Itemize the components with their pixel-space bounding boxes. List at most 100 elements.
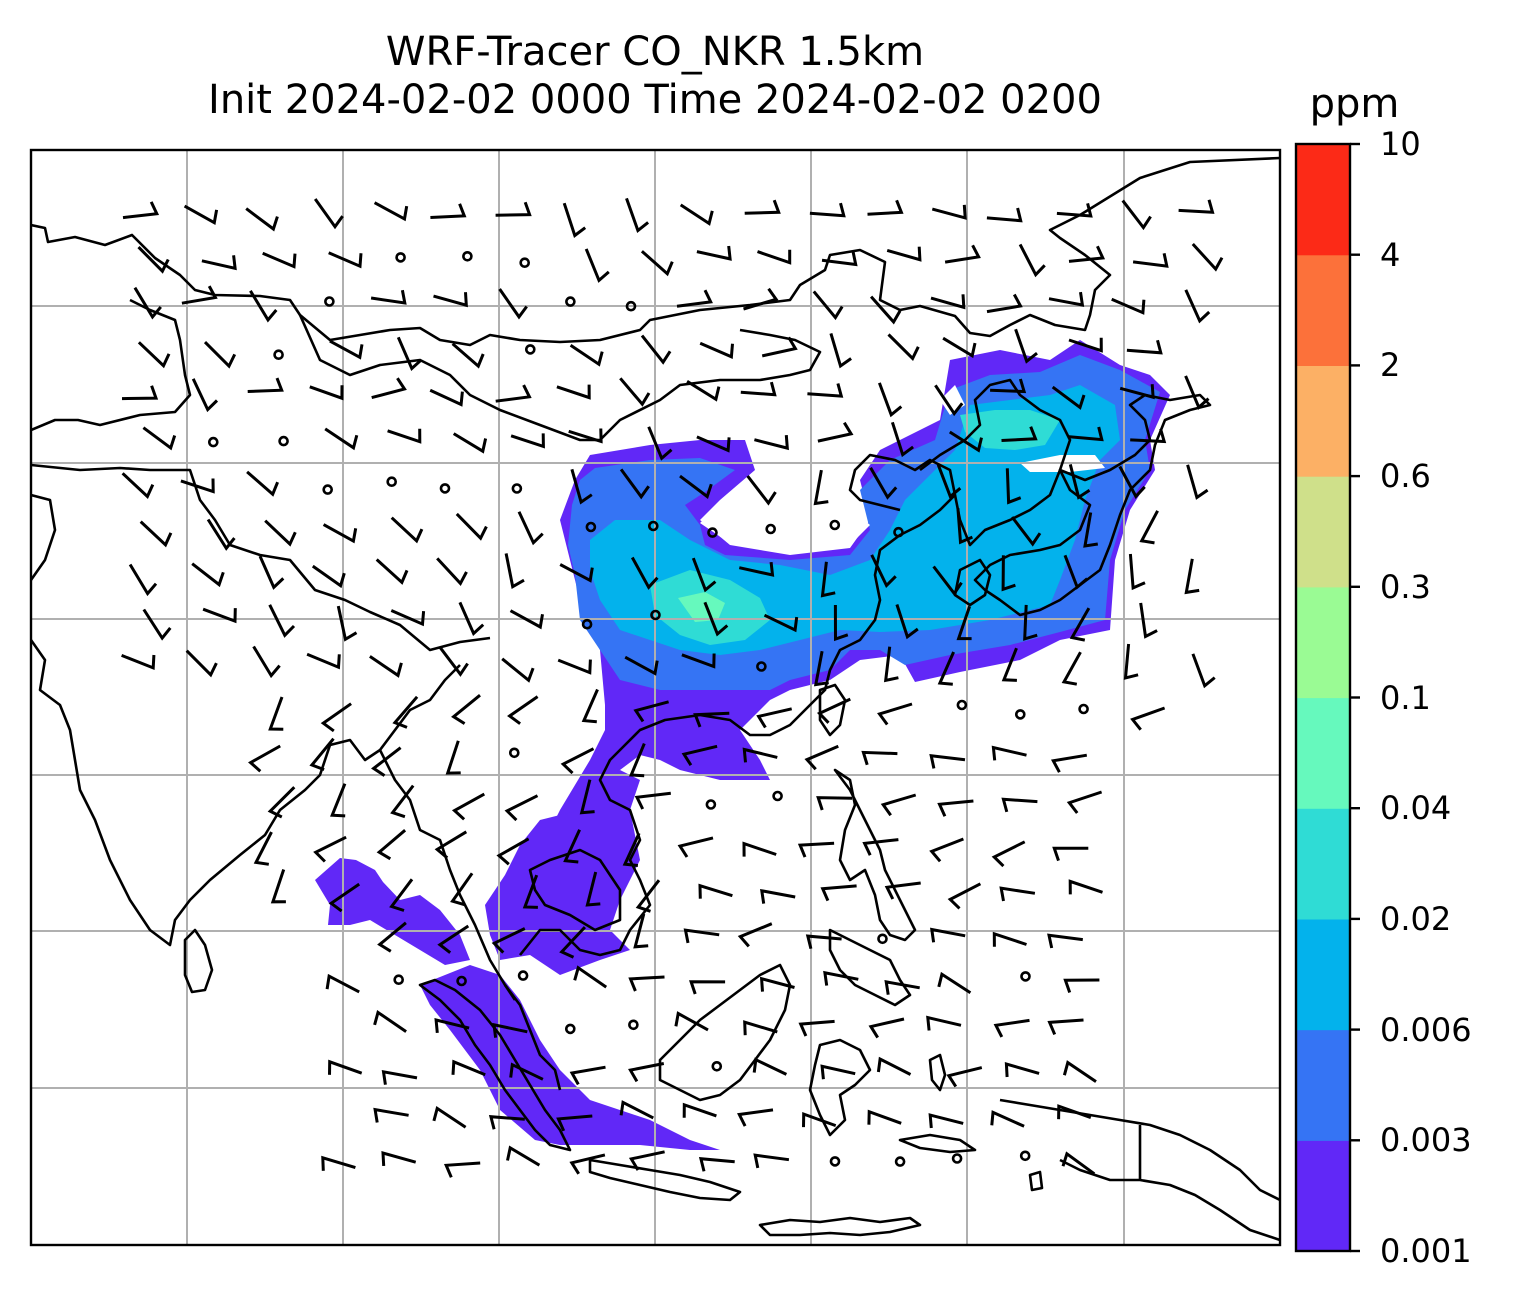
calm-wind-circle — [756, 661, 767, 672]
wind-barbs — [121, 197, 1224, 1178]
coast-sulawesi — [808, 1038, 872, 1137]
wind-barb — [142, 426, 177, 451]
wind-barb — [245, 207, 279, 232]
wind-barb — [635, 879, 661, 913]
colorbar-tick-label: 0.006 — [1380, 1010, 1472, 1049]
wind-barb — [509, 609, 544, 630]
wind-barb — [253, 831, 273, 866]
wind-barb — [438, 646, 469, 677]
coast-taiwan — [818, 683, 847, 737]
coast-mongolia-south — [298, 314, 822, 442]
wind-barb — [738, 561, 775, 577]
wind-barb — [252, 645, 281, 679]
wind-barb — [191, 562, 225, 588]
wind-barb — [452, 432, 488, 454]
colorbar-tick-label: 10 — [1380, 125, 1421, 163]
wind-barb — [628, 975, 665, 992]
wind-barb — [573, 965, 608, 989]
wind-barb — [501, 657, 535, 683]
wind-barb — [1178, 199, 1215, 214]
plume-sumatra — [420, 965, 720, 1150]
wind-barb — [634, 791, 671, 810]
wind-barb — [1184, 289, 1211, 324]
wind-barb — [744, 199, 781, 215]
wind-barb — [121, 385, 159, 401]
wind-barb — [581, 688, 599, 724]
wind-barb — [870, 554, 897, 589]
wind-barb — [928, 1113, 964, 1129]
wind-barb — [797, 841, 835, 858]
wind-barb — [492, 1022, 528, 1038]
colorbar-tick-label: 0.6 — [1380, 457, 1431, 496]
wind-barb — [991, 840, 1026, 868]
wind-barb — [498, 288, 528, 320]
wind-barb — [1139, 510, 1159, 545]
colorbar-segment — [1296, 1029, 1350, 1141]
wind-barb — [451, 792, 486, 821]
wind-barb — [1119, 384, 1155, 400]
wind-barb — [203, 341, 237, 369]
wind-barb — [443, 1161, 481, 1178]
wind-barb — [629, 743, 646, 778]
wind-barb — [570, 468, 593, 505]
wind-barb — [392, 695, 419, 729]
wind-barb — [640, 250, 674, 277]
wind-barb — [1083, 512, 1099, 548]
wind-barb — [183, 204, 219, 226]
wind-barb — [743, 1020, 778, 1036]
wind-barb — [1191, 242, 1224, 272]
wind-barb — [936, 464, 962, 499]
calm-wind-circle — [324, 296, 335, 307]
wind-barb — [1047, 1018, 1084, 1035]
calm-wind-circle — [765, 523, 777, 535]
wind-barb — [1069, 607, 1091, 642]
calm-wind-circle — [511, 483, 523, 494]
wind-barb — [495, 384, 532, 403]
wind-barb — [373, 1009, 407, 1033]
coast-north-border — [31, 156, 1280, 347]
wind-barb — [1126, 339, 1163, 355]
wind-barb — [691, 557, 717, 593]
colorbar-tick-label: 4 — [1380, 235, 1401, 274]
coast-malay-peninsula — [503, 984, 562, 1091]
coast-philippines-luzon — [833, 768, 917, 942]
wind-barb — [1057, 1104, 1092, 1120]
wind-barb — [458, 601, 485, 637]
wind-barb — [387, 428, 422, 444]
wind-barb — [336, 605, 358, 642]
wind-barb — [434, 830, 468, 859]
wind-barb — [1068, 879, 1103, 895]
wind-barb — [622, 832, 641, 867]
calm-wind-circle — [585, 521, 597, 533]
wind-barb — [264, 519, 297, 547]
wind-barb — [185, 649, 218, 678]
wind-barb — [937, 651, 955, 686]
wind-barb — [698, 883, 733, 899]
wind-barb — [510, 433, 545, 449]
wind-barb — [647, 426, 673, 461]
wind-barb — [325, 973, 360, 994]
wind-barb — [760, 888, 796, 904]
wind-barb — [743, 287, 779, 311]
calm-wind-circle — [322, 484, 334, 495]
wind-barb — [930, 294, 966, 310]
wind-barb — [206, 518, 236, 551]
wind-barb — [696, 435, 731, 453]
wind-barb — [809, 202, 846, 218]
level-0.04 — [678, 592, 725, 622]
wind-barb — [248, 744, 281, 773]
wind-barb — [436, 557, 468, 586]
wind-barb — [369, 655, 403, 678]
calm-wind-circle — [278, 435, 289, 447]
wind-barb — [999, 886, 1036, 902]
wind-barb — [373, 201, 409, 222]
coast-bangladesh — [329, 664, 461, 762]
wind-barb — [1139, 602, 1158, 639]
title-line-1: WRF-Tracer CO_NKR 1.5km — [385, 29, 925, 75]
wind-barb — [1004, 1061, 1040, 1078]
wind-barb — [389, 878, 414, 912]
wind-barb — [569, 1153, 606, 1175]
wind-barb — [869, 466, 898, 500]
wind-barb — [1068, 337, 1103, 353]
wind-barb — [633, 913, 649, 949]
